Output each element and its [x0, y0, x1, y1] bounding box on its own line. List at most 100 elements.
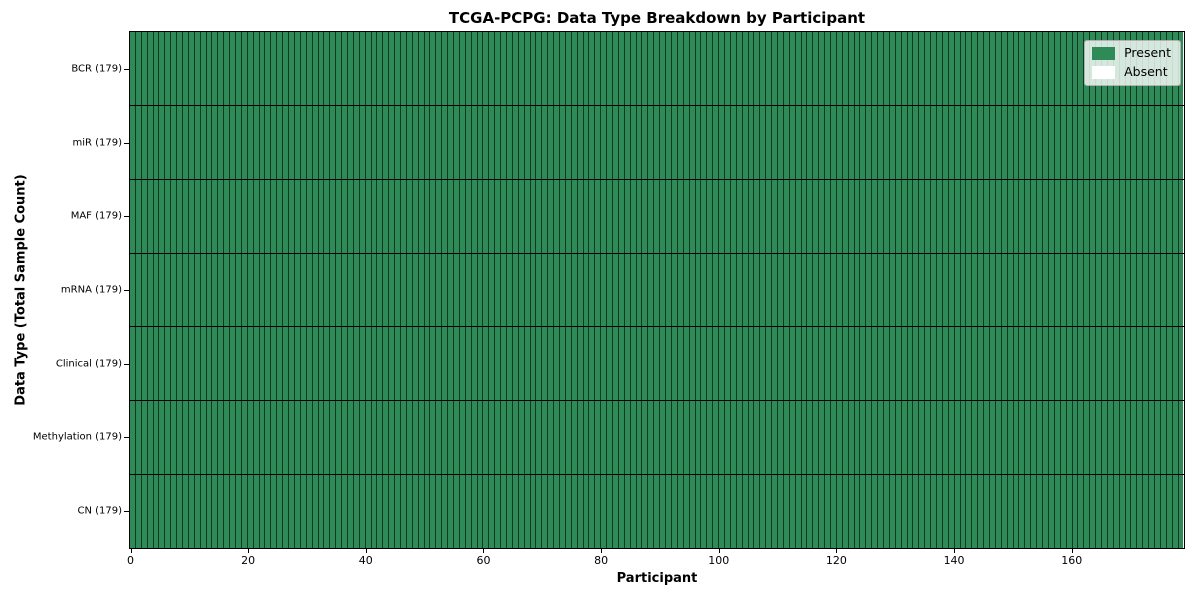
cell-present — [1084, 253, 1091, 327]
cell-present — [766, 401, 773, 475]
cell-present — [1149, 401, 1155, 475]
cell-present — [937, 253, 943, 327]
cell-present — [130, 179, 136, 253]
cell-present — [866, 475, 873, 549]
cell-present — [565, 327, 572, 401]
cell-present — [183, 327, 189, 401]
cell-present — [1160, 179, 1167, 253]
cell-present — [554, 327, 561, 401]
cell-present — [1019, 253, 1026, 327]
cell-present — [153, 475, 160, 549]
cell-present — [948, 401, 955, 475]
cell-present — [542, 475, 549, 549]
cell-present — [565, 32, 572, 105]
cell-present — [925, 327, 932, 401]
cell-present — [477, 327, 484, 401]
cell-present — [483, 401, 490, 475]
cell-present — [577, 253, 584, 327]
cell-present — [789, 105, 796, 179]
cell-present — [754, 179, 761, 253]
cell-present — [683, 105, 690, 179]
cell-present — [542, 105, 549, 179]
cell-present — [1149, 475, 1155, 549]
cell-present — [1131, 475, 1138, 549]
cell-present — [948, 179, 955, 253]
cell-present — [577, 32, 584, 105]
cell-present — [972, 179, 979, 253]
cell-present — [618, 32, 625, 105]
cell-present — [324, 401, 331, 475]
cell-present — [241, 401, 248, 475]
cell-present — [595, 179, 602, 253]
cell-present — [141, 327, 148, 401]
cell-present — [607, 253, 614, 327]
cell-present — [777, 401, 784, 475]
cell-present — [760, 105, 767, 179]
cell-present — [448, 105, 454, 179]
cell-present — [371, 401, 378, 475]
cell-present — [300, 253, 307, 327]
cell-present — [171, 32, 178, 105]
cell-present — [1078, 105, 1085, 179]
cell-present — [630, 105, 637, 179]
cell-present — [825, 32, 831, 105]
cell-present — [813, 32, 820, 105]
cell-present — [230, 475, 237, 549]
cell-present — [218, 179, 225, 253]
cell-present — [389, 253, 396, 327]
cell-present — [1125, 401, 1132, 475]
cell-present — [565, 253, 572, 327]
cell-present — [271, 105, 278, 179]
cell-present — [459, 32, 466, 105]
cell-present — [1001, 475, 1008, 549]
cell-present — [889, 179, 896, 253]
cell-present — [542, 327, 549, 401]
cell-present — [1007, 327, 1014, 401]
cell-present — [501, 401, 507, 475]
cell-present — [801, 327, 808, 401]
cell-present — [347, 105, 354, 179]
cell-present — [277, 32, 284, 105]
cell-present — [860, 179, 867, 253]
y-tick-label: BCR (179) — [71, 63, 122, 75]
cell-present — [306, 327, 313, 401]
cell-present — [141, 179, 148, 253]
cell-present — [660, 179, 667, 253]
cell-present — [889, 32, 896, 105]
cell-present — [165, 475, 172, 549]
cell-present — [990, 253, 996, 327]
cell-present — [259, 475, 266, 549]
cell-present — [766, 475, 773, 549]
cell-present — [1113, 105, 1120, 179]
cell-present — [1166, 475, 1173, 549]
cell-present — [1178, 105, 1184, 179]
cell-present — [642, 105, 649, 179]
cell-present — [130, 32, 136, 105]
cell-present — [571, 475, 578, 549]
cell-present — [1025, 475, 1032, 549]
cell-present — [701, 179, 708, 253]
cell-present — [966, 327, 973, 401]
cell-present — [1025, 327, 1032, 401]
cell-present — [830, 105, 837, 179]
cell-present — [724, 105, 731, 179]
cell-present — [453, 401, 460, 475]
cell-present — [854, 32, 861, 105]
cell-present — [406, 253, 413, 327]
cell-present — [919, 105, 926, 179]
cell-present — [866, 105, 873, 179]
cell-present — [1013, 253, 1020, 327]
cell-present — [683, 327, 690, 401]
cell-present — [200, 253, 207, 327]
cell-present — [265, 401, 272, 475]
cell-present — [772, 475, 778, 549]
cell-present — [960, 401, 967, 475]
cell-present — [601, 105, 608, 179]
cell-present — [795, 32, 802, 105]
x-tick-label: 60 — [476, 554, 491, 567]
cell-present — [200, 179, 207, 253]
matrix-rows-container — [130, 32, 1184, 549]
cell-present — [183, 253, 189, 327]
cell-present — [418, 401, 425, 475]
cell-present — [990, 327, 996, 401]
